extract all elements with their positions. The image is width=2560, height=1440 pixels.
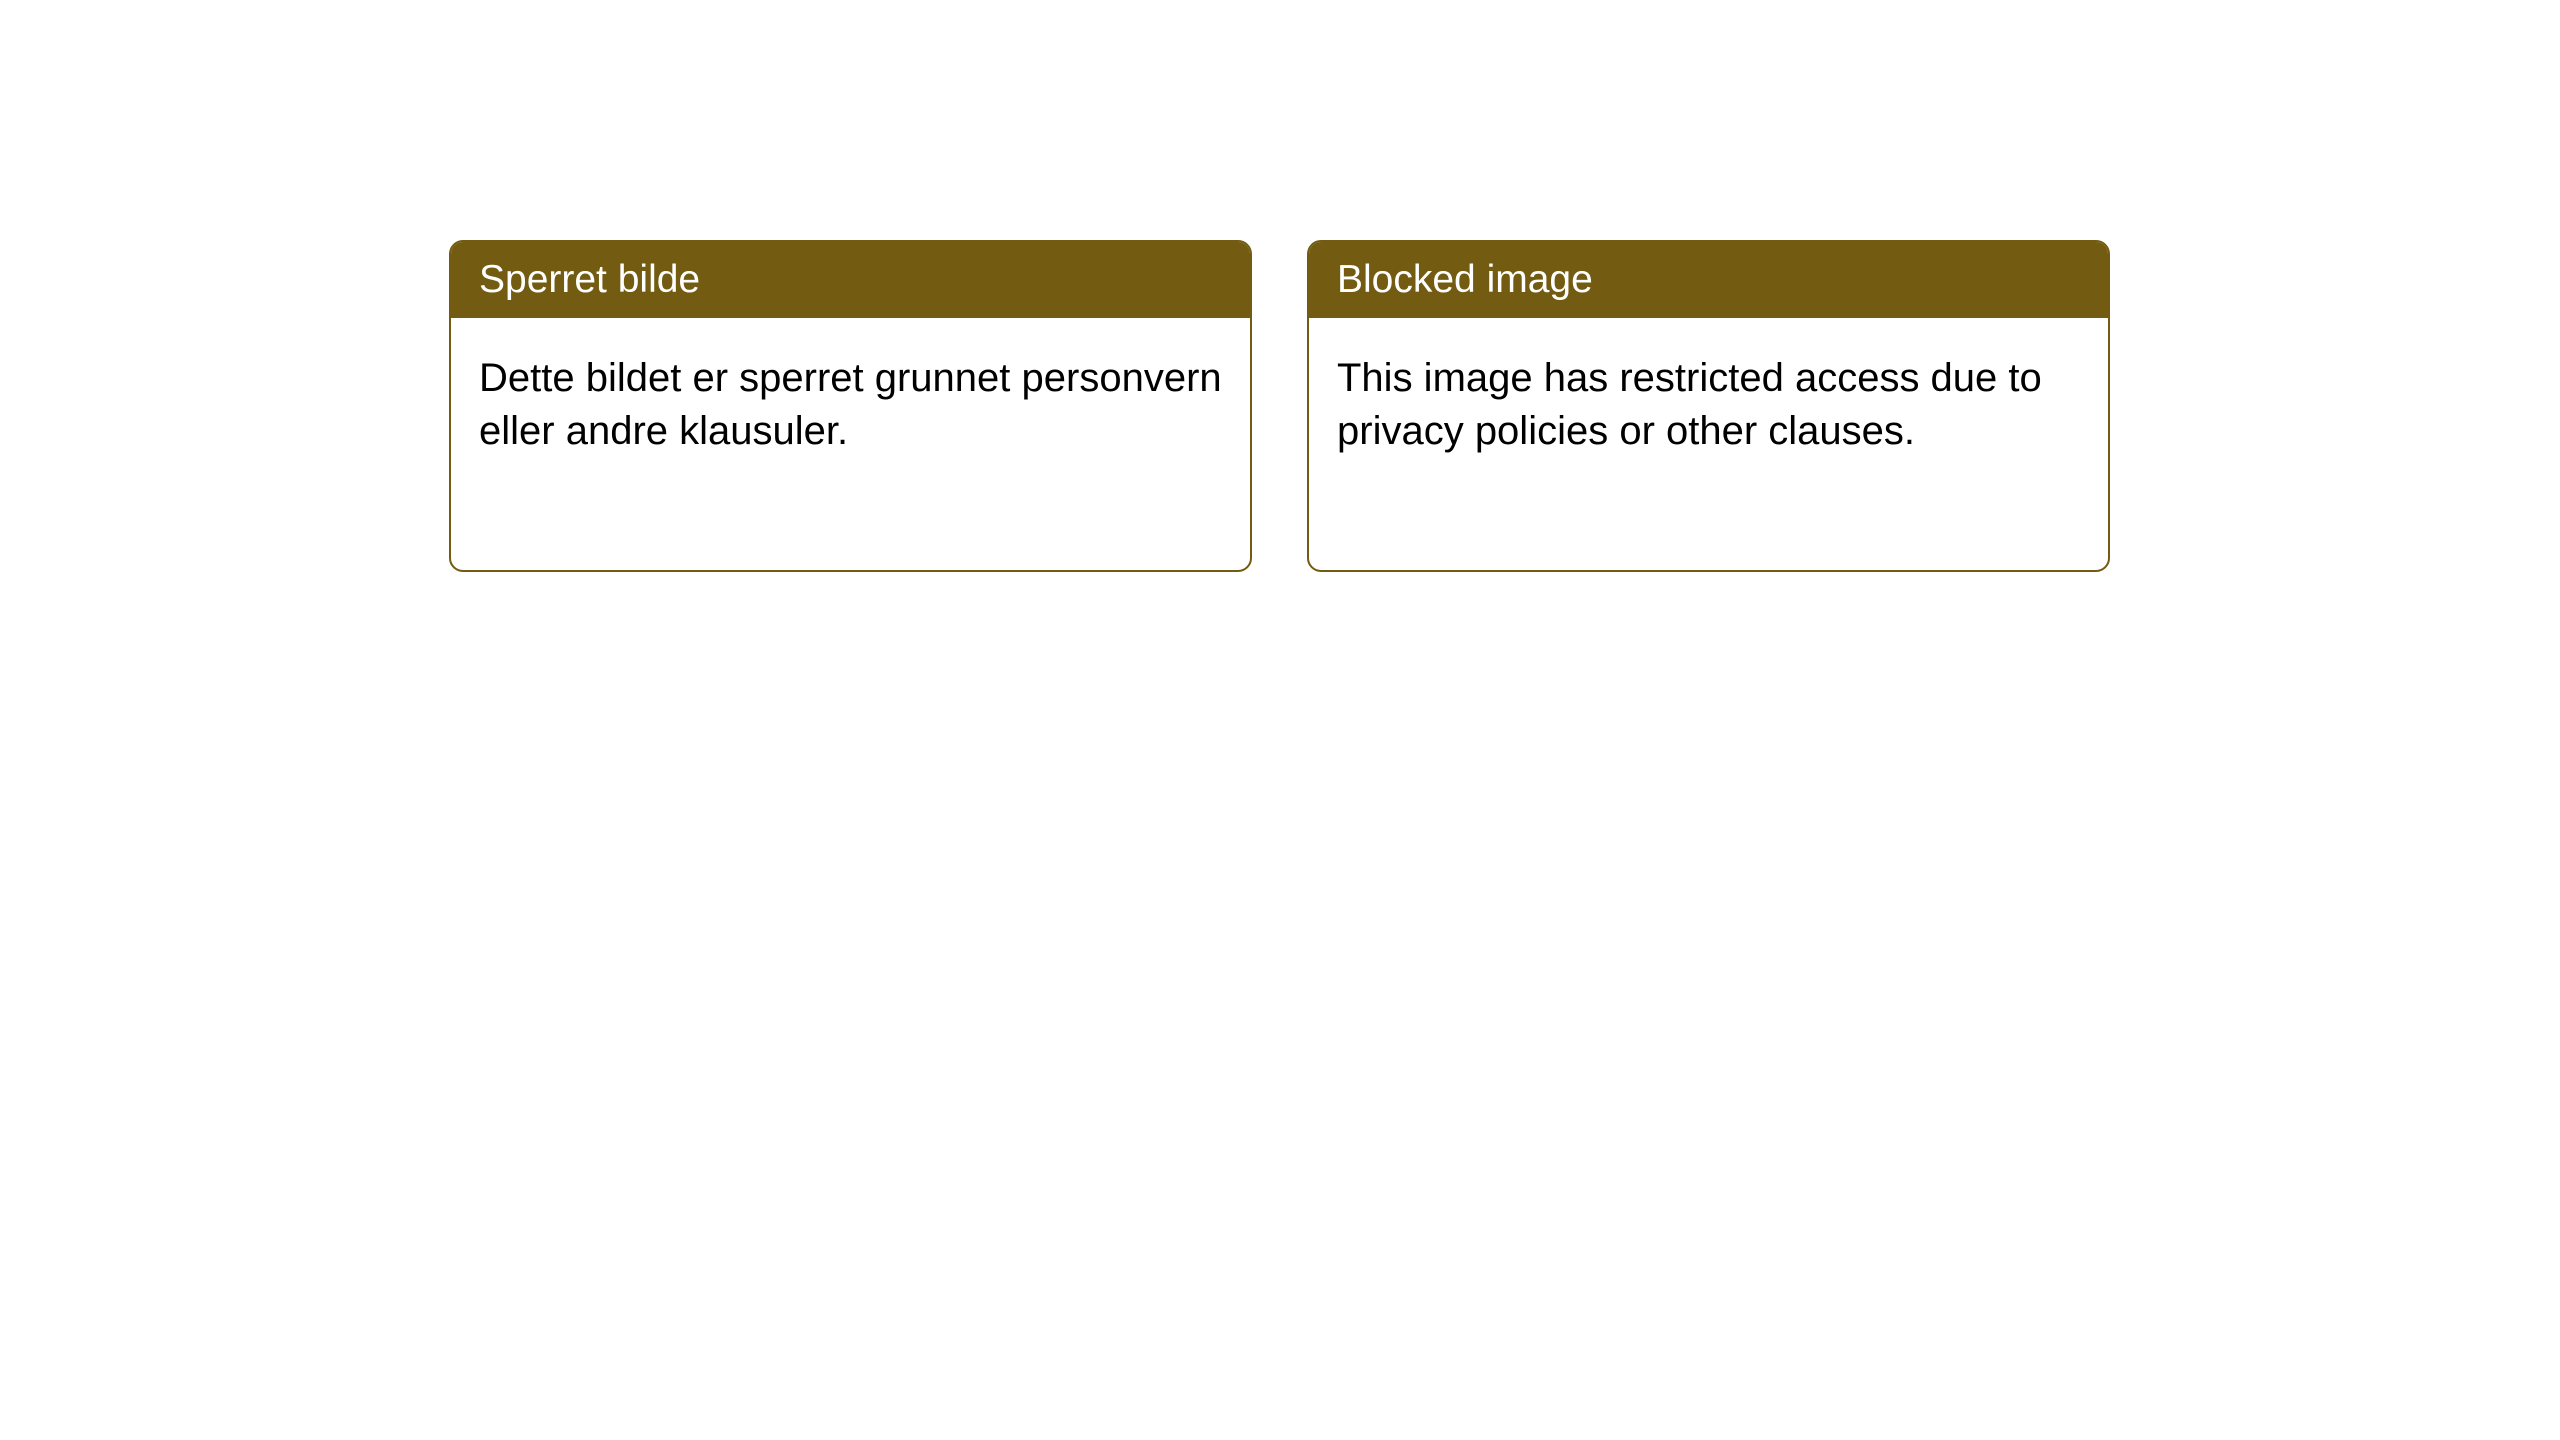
card-message-no: Dette bildet er sperret grunnet personve…: [479, 356, 1222, 453]
card-header-no: Sperret bilde: [451, 242, 1250, 318]
card-body-no: Dette bildet er sperret grunnet personve…: [451, 318, 1250, 492]
blocked-image-cards: Sperret bilde Dette bildet er sperret gr…: [449, 240, 2110, 572]
card-header-en: Blocked image: [1309, 242, 2108, 318]
blocked-image-card-no: Sperret bilde Dette bildet er sperret gr…: [449, 240, 1252, 572]
card-title-no: Sperret bilde: [479, 258, 700, 301]
card-body-en: This image has restricted access due to …: [1309, 318, 2108, 492]
card-title-en: Blocked image: [1337, 258, 1593, 301]
blocked-image-card-en: Blocked image This image has restricted …: [1307, 240, 2110, 572]
card-message-en: This image has restricted access due to …: [1337, 356, 2042, 453]
